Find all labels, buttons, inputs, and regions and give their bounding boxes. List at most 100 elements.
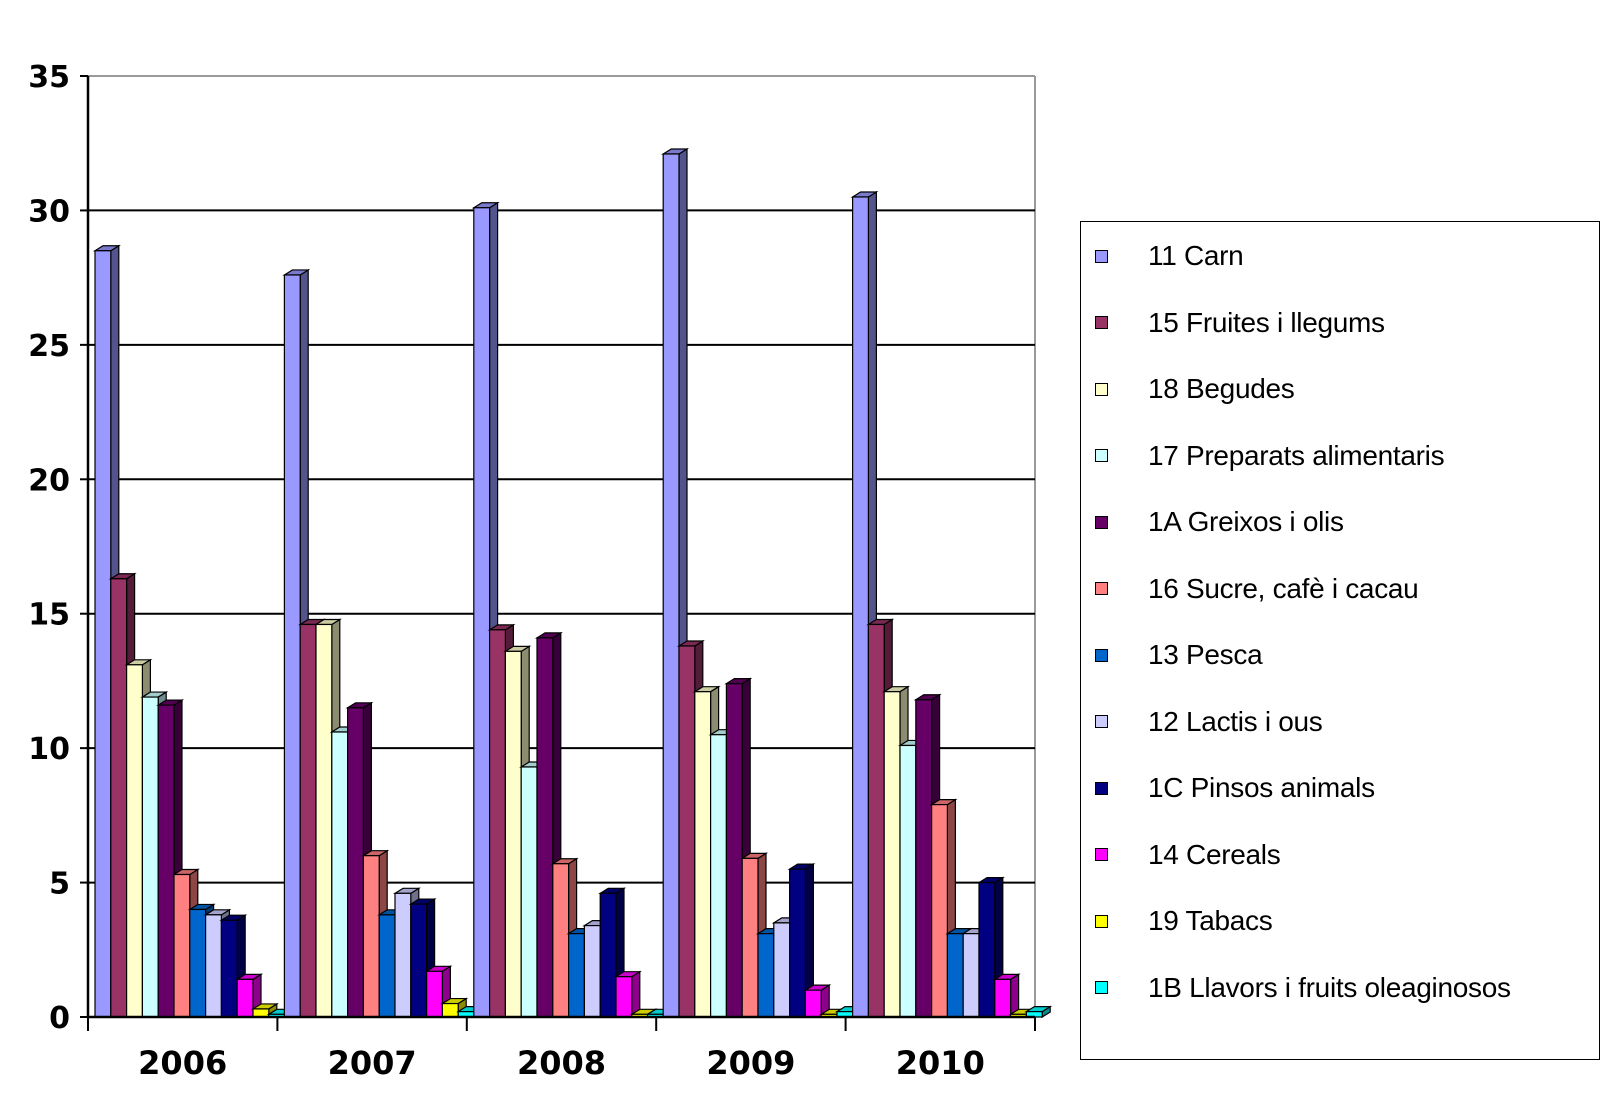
bar-front xyxy=(157,704,175,1018)
bar-front xyxy=(441,1002,459,1018)
legend-label: 13 Pesca xyxy=(1148,639,1263,670)
bar-front xyxy=(141,696,159,1018)
bar-front xyxy=(994,978,1012,1018)
bar-front xyxy=(426,970,444,1018)
legend-label: 1A Greixos i olis xyxy=(1148,506,1344,537)
bar-front xyxy=(804,989,822,1018)
legend-label: 16 Sucre, cafè i cacau xyxy=(1148,572,1419,604)
bar-front xyxy=(725,683,743,1018)
legend-swatch xyxy=(1095,914,1108,928)
bar-front xyxy=(299,623,317,1018)
bar-front xyxy=(220,919,238,1018)
legend-swatch xyxy=(1095,382,1108,396)
bar-front xyxy=(394,892,412,1018)
bar-front xyxy=(773,922,791,1018)
legend-item: 13 Pesca xyxy=(1095,635,1263,675)
legend-item: 17 Preparats alimentaris xyxy=(1095,436,1445,476)
y-tick-label: 5 xyxy=(49,867,70,902)
legend-item: 1A Greixos i olis xyxy=(1095,502,1344,542)
bar-front xyxy=(741,857,759,1018)
bar-front xyxy=(205,914,223,1018)
bar-front xyxy=(331,731,349,1018)
bar-front xyxy=(94,250,112,1018)
bar-front xyxy=(189,908,207,1018)
legend-label: 11 Carn xyxy=(1148,240,1244,271)
bar-front xyxy=(930,804,948,1018)
bar-front xyxy=(915,699,933,1018)
x-tick-label: 2007 xyxy=(328,1044,417,1082)
bar-front xyxy=(899,744,917,1018)
bar-front xyxy=(489,629,507,1018)
bar-front xyxy=(283,274,301,1018)
bar-front xyxy=(599,892,617,1018)
legend-swatch xyxy=(1095,515,1108,529)
bar xyxy=(598,887,627,1019)
legend-item: 15 Fruites i llegums xyxy=(1095,303,1385,343)
axes xyxy=(80,75,1036,1031)
legend-label: 1C Pinsos animals xyxy=(1148,772,1375,803)
bar-front xyxy=(520,766,538,1018)
x-tick-label: 2008 xyxy=(517,1044,606,1082)
legend-swatch xyxy=(1095,981,1108,994)
legend-label: 14 Cereals xyxy=(1148,838,1281,870)
bar-front xyxy=(615,976,633,1018)
bar-front xyxy=(788,868,806,1018)
legend-swatch xyxy=(1095,249,1108,263)
legend-swatch xyxy=(1095,449,1108,462)
x-tick-label: 2010 xyxy=(896,1044,985,1082)
legend-label: 1B Llavors i fruits oleaginosos xyxy=(1148,971,1511,1003)
bar-front xyxy=(504,650,522,1018)
legend-label: 12 Lactis i ous xyxy=(1148,705,1323,737)
legend-label: 17 Preparats alimentaris xyxy=(1148,439,1445,471)
bar xyxy=(235,973,264,1019)
y-tick-label: 20 xyxy=(28,463,70,498)
bar-front xyxy=(362,855,380,1018)
legend-item: 11 Carn xyxy=(1095,236,1244,276)
x-tick-label: 2006 xyxy=(138,1044,227,1082)
bar-front xyxy=(378,914,396,1018)
x-tick-label: 2009 xyxy=(706,1044,795,1082)
tick-labels: 0 5 10 15 20 25 30 35 2006 2007 2008 2009 2010 xyxy=(28,60,985,1082)
legend-item: 14 Cereals xyxy=(1095,835,1281,875)
legend: 11 Carn 15 Fruites i llegums 18 Begudes 17 … xyxy=(1080,221,1600,1060)
legend-item: 19 Tabacs xyxy=(1095,901,1273,941)
bar-front xyxy=(473,207,491,1018)
bar-front xyxy=(125,664,143,1018)
bar-front xyxy=(709,734,727,1018)
bar-front xyxy=(851,196,869,1018)
legend-swatch xyxy=(1095,781,1108,795)
legend-swatch xyxy=(1095,848,1108,861)
bar xyxy=(613,970,642,1019)
bar-front xyxy=(867,623,885,1018)
y-tick-label: 15 xyxy=(28,598,70,633)
bar-front xyxy=(662,153,680,1018)
bars xyxy=(92,147,1053,1019)
bar-front xyxy=(567,933,585,1018)
bar xyxy=(1024,1005,1053,1019)
bar-front xyxy=(694,691,712,1018)
bar-front xyxy=(347,707,365,1018)
legend-label: 19 Tabacs xyxy=(1148,905,1273,936)
bar-front xyxy=(883,691,901,1018)
legend-swatch xyxy=(1095,715,1108,728)
bar-front xyxy=(678,645,696,1018)
bar-front xyxy=(315,623,333,1018)
bar-front xyxy=(536,637,554,1018)
legend-label: 18 Begudes xyxy=(1148,373,1295,404)
legend-swatch xyxy=(1095,316,1108,329)
legend-item: 12 Lactis i ous xyxy=(1095,702,1323,742)
bar-front xyxy=(962,933,980,1018)
y-tick-label: 25 xyxy=(28,329,70,364)
bar xyxy=(992,973,1021,1019)
bar-front xyxy=(946,933,964,1018)
bar xyxy=(424,965,453,1019)
legend-item: 1B Llavors i fruits oleaginosos xyxy=(1095,968,1511,1008)
bar-front xyxy=(757,933,775,1018)
legend-swatch xyxy=(1095,582,1108,595)
bar-front xyxy=(173,873,191,1018)
y-tick-label: 35 xyxy=(28,60,70,95)
y-tick-label: 10 xyxy=(28,732,70,767)
bar-front xyxy=(552,863,570,1018)
y-tick-label: 30 xyxy=(28,194,70,229)
